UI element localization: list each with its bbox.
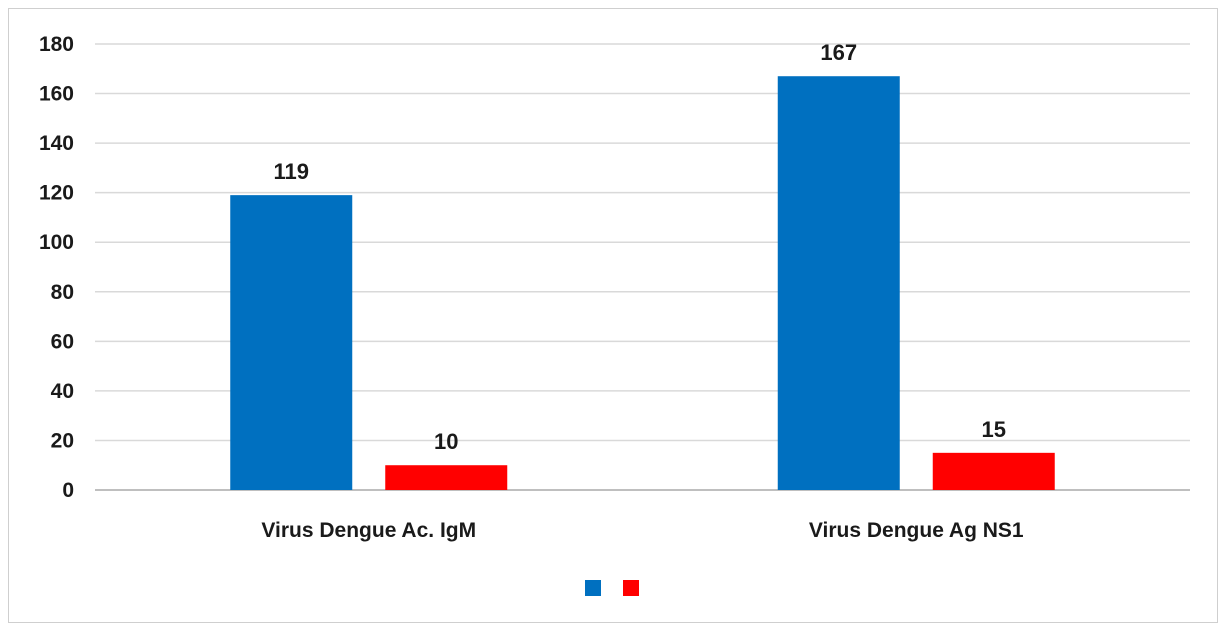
chart-frame — [8, 8, 1218, 623]
data-labels: 119 10 167 15 — [274, 40, 1006, 454]
y-tick-label: 40 — [51, 380, 74, 403]
bar — [230, 195, 353, 490]
data-label: 119 — [274, 159, 310, 184]
bar — [777, 76, 900, 490]
legend — [585, 580, 639, 596]
y-tick-label: 80 — [51, 281, 74, 304]
y-axis-ticks: 0 20 40 60 80 100 120 140 160 180 — [39, 33, 74, 502]
bars — [230, 76, 1055, 490]
y-tick-label: 100 — [39, 231, 74, 254]
bar — [932, 452, 1055, 490]
data-label: 167 — [820, 40, 857, 65]
data-label: 15 — [982, 417, 1006, 442]
data-label: 10 — [434, 429, 458, 454]
y-tick-label: 160 — [39, 83, 74, 106]
y-tick-label: 0 — [62, 479, 74, 502]
y-tick-label: 180 — [39, 33, 74, 56]
y-tick-label: 60 — [51, 330, 74, 353]
legend-swatch — [623, 580, 639, 596]
x-category-label: Virus Dengue Ag NS1 — [809, 519, 1024, 542]
y-tick-label: 120 — [39, 182, 74, 205]
bar — [385, 465, 508, 490]
x-axis-categories: Virus Dengue Ac. IgM Virus Dengue Ag NS1 — [261, 519, 1024, 542]
y-tick-label: 140 — [39, 132, 74, 155]
y-tick-label: 20 — [51, 429, 74, 452]
x-category-label: Virus Dengue Ac. IgM — [261, 519, 476, 542]
legend-swatch — [585, 580, 601, 596]
